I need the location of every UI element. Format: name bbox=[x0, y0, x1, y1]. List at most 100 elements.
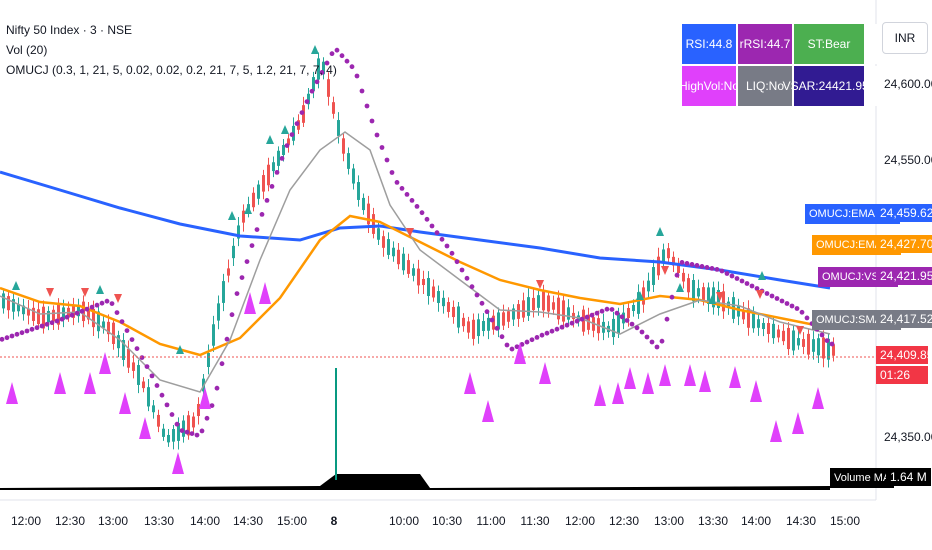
vsar-dot bbox=[449, 250, 455, 256]
vsar-dot bbox=[109, 301, 115, 306]
last-price-badge: 24,409.85 bbox=[876, 346, 932, 364]
vsar-dot bbox=[679, 260, 685, 265]
signal-triangle bbox=[792, 412, 804, 434]
signal-triangle bbox=[699, 370, 711, 392]
currency-button[interactable]: INR bbox=[882, 22, 928, 54]
candle-body bbox=[342, 138, 345, 154]
candle-body bbox=[432, 286, 435, 298]
buy-triangle bbox=[281, 125, 289, 134]
candle-body bbox=[587, 314, 590, 330]
candle-body bbox=[722, 291, 725, 312]
candle-body bbox=[487, 317, 490, 331]
candle-body bbox=[532, 297, 535, 311]
candle-body bbox=[12, 299, 15, 312]
candle-body bbox=[397, 249, 400, 265]
liquidity-cell: LIQ:No bbox=[738, 66, 792, 106]
volume-indicator-label[interactable]: Vol (20) bbox=[6, 43, 48, 57]
vsar-dot bbox=[594, 310, 600, 316]
candle-body bbox=[262, 175, 265, 192]
time-axis-label: 13:00 bbox=[653, 514, 685, 528]
candle-body bbox=[702, 287, 705, 301]
vsar-dot bbox=[44, 321, 50, 327]
candle-body bbox=[227, 268, 230, 276]
candle-body bbox=[42, 306, 45, 329]
candle-body bbox=[212, 324, 215, 346]
candle-body bbox=[497, 312, 500, 330]
vsar-dot bbox=[444, 243, 450, 249]
vsar-dot bbox=[379, 145, 385, 150]
candle-body bbox=[567, 307, 570, 320]
candle-body bbox=[347, 153, 350, 169]
vsar-dot bbox=[14, 331, 20, 337]
signal-triangle bbox=[54, 372, 66, 394]
vsar-dot bbox=[729, 273, 735, 279]
vsar-dot bbox=[674, 272, 680, 278]
sell-triangle bbox=[114, 294, 122, 303]
candle-body bbox=[402, 253, 405, 271]
vsar-dot bbox=[89, 304, 95, 310]
candle-body bbox=[32, 307, 35, 321]
vsar-dot bbox=[689, 262, 695, 267]
vsar-dot bbox=[94, 302, 100, 308]
vsar-dot bbox=[694, 263, 700, 268]
vsar-dot bbox=[624, 318, 630, 323]
vsar-dot bbox=[724, 271, 730, 276]
vsar-dot bbox=[54, 318, 60, 324]
vsar-dot bbox=[819, 332, 825, 338]
countdown-badge: 01:26 bbox=[876, 366, 928, 384]
price-axis-label: 24,550.00 bbox=[884, 153, 932, 167]
vsar-dot bbox=[159, 392, 165, 398]
vsar-dot bbox=[364, 103, 370, 109]
vsar-dot bbox=[589, 312, 595, 318]
candle-body bbox=[492, 315, 495, 330]
omucj-indicator-label[interactable]: OMUCJ (0.3, 1, 21, 5, 0.02, 0.02, 0.2, 2… bbox=[6, 63, 337, 77]
vsar-dot bbox=[754, 286, 760, 291]
candle-body bbox=[372, 214, 375, 234]
candle-body bbox=[132, 362, 135, 371]
symbol-title[interactable]: Nifty 50 Index · 3 · NSE bbox=[6, 23, 133, 37]
vsar-dot bbox=[219, 361, 225, 367]
candle-body bbox=[62, 307, 65, 320]
time-axis-label: 10:00 bbox=[388, 514, 420, 528]
vsar-dot bbox=[199, 428, 205, 434]
vsar-dot bbox=[699, 264, 705, 269]
ema200-line bbox=[0, 170, 831, 290]
chart-legend: Nifty 50 Index · 3 · NSE Vol (20) OMUCJ … bbox=[6, 20, 337, 80]
vsar-dot bbox=[309, 88, 315, 94]
candle-body bbox=[612, 318, 615, 338]
vsar-dot bbox=[179, 428, 185, 433]
vsar-dot bbox=[404, 192, 410, 197]
vsar-dot bbox=[609, 307, 615, 312]
candle-body bbox=[802, 339, 805, 347]
sell-triangle bbox=[756, 290, 764, 299]
time-axis-label: 11:00 bbox=[476, 514, 506, 528]
volume-ma-badge: 1.64 M bbox=[886, 468, 931, 486]
rrsi-cell: rRSI:44.7 bbox=[738, 24, 792, 64]
vsar-dot bbox=[79, 308, 85, 314]
vsar-dot bbox=[489, 317, 495, 323]
candle-body bbox=[757, 319, 760, 328]
time-axis-label: 15:00 bbox=[276, 514, 308, 528]
supertrend-cell: ST:Bear bbox=[794, 24, 864, 64]
vsar-dot bbox=[224, 336, 230, 342]
candle-body bbox=[177, 423, 180, 441]
volume-ma-area bbox=[0, 474, 830, 490]
vsar-dot bbox=[639, 329, 645, 335]
candle-body bbox=[742, 309, 745, 320]
vsar-dot bbox=[279, 156, 285, 161]
vsar-dot bbox=[104, 298, 110, 304]
vsar-dot bbox=[294, 121, 300, 126]
vsar-dot bbox=[169, 412, 175, 417]
signal-triangle bbox=[750, 380, 762, 402]
signal-triangle bbox=[84, 372, 96, 394]
candle-body bbox=[707, 287, 710, 304]
vsar-dot bbox=[749, 283, 755, 289]
vsar-dot bbox=[264, 198, 270, 203]
vsar-dot bbox=[549, 328, 555, 334]
vsar-dot bbox=[784, 301, 790, 306]
signal-triangle bbox=[6, 382, 18, 404]
vsar-dot bbox=[824, 338, 830, 343]
vsar-dot bbox=[634, 325, 640, 331]
vsar-dot bbox=[804, 315, 810, 321]
